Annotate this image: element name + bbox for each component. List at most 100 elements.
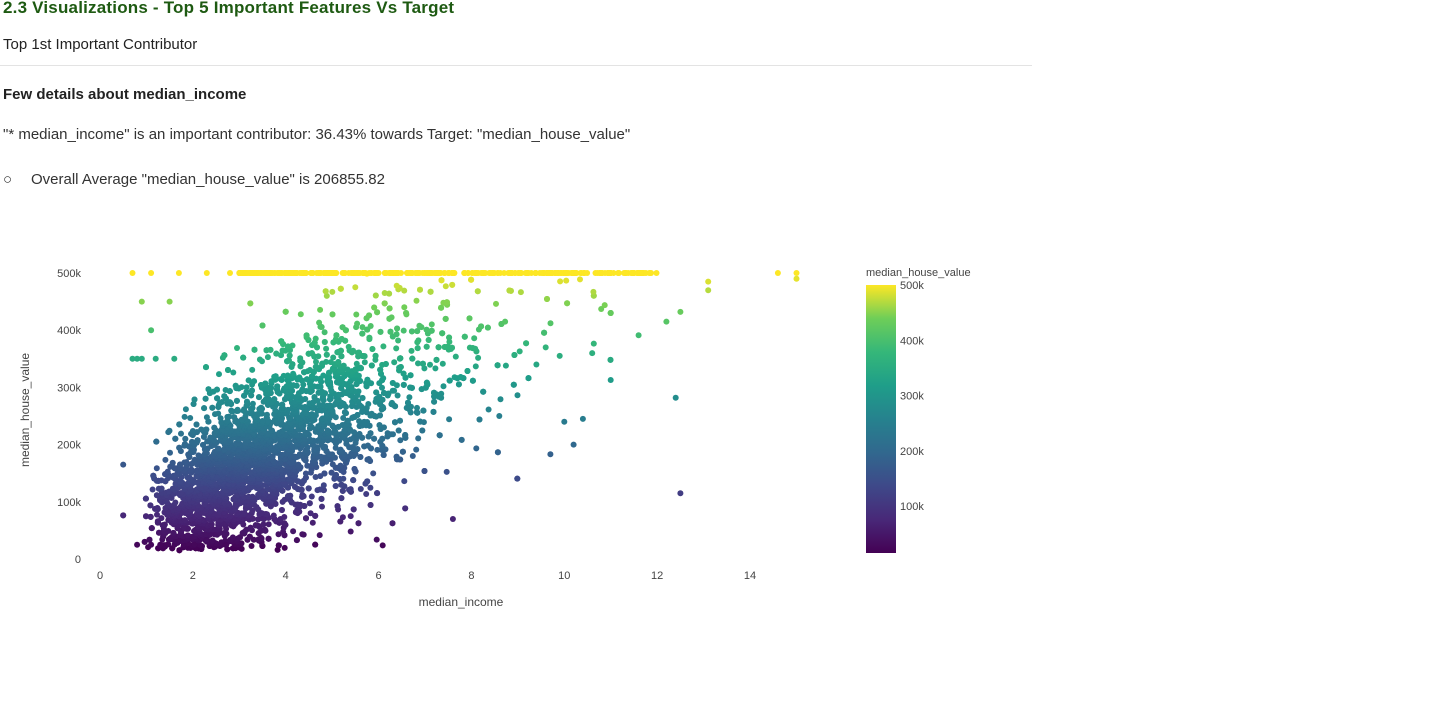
data-point xyxy=(308,350,315,357)
data-point xyxy=(169,485,176,492)
data-point xyxy=(364,442,371,449)
data-point xyxy=(259,515,266,522)
data-point xyxy=(203,531,209,538)
data-point xyxy=(289,342,296,349)
data-point xyxy=(370,470,377,477)
data-point xyxy=(181,413,188,420)
data-point xyxy=(146,536,153,543)
data-point xyxy=(381,390,387,396)
subheading: Top 1st Important Contributor xyxy=(3,36,198,53)
data-point xyxy=(153,438,160,445)
data-point xyxy=(446,377,453,384)
data-point xyxy=(357,486,364,492)
data-point xyxy=(327,359,334,366)
data-point xyxy=(248,392,255,399)
data-point xyxy=(313,358,319,365)
data-point xyxy=(243,389,250,395)
data-point xyxy=(374,490,381,497)
data-point xyxy=(335,359,342,365)
data-point xyxy=(476,416,483,423)
data-point xyxy=(348,450,355,457)
data-point xyxy=(203,536,210,543)
data-point xyxy=(344,417,351,424)
data-point xyxy=(296,451,303,458)
data-point xyxy=(306,500,313,507)
data-point xyxy=(380,343,387,350)
data-point xyxy=(249,400,256,407)
data-point xyxy=(147,513,154,520)
data-point xyxy=(190,401,197,407)
data-point xyxy=(303,332,310,339)
data-point xyxy=(444,343,451,350)
data-point xyxy=(415,337,422,344)
data-point xyxy=(255,516,262,523)
data-point xyxy=(240,354,247,361)
data-point xyxy=(402,432,409,438)
data-point xyxy=(323,358,330,365)
data-point xyxy=(409,453,416,459)
data-point xyxy=(172,480,179,487)
data-point xyxy=(347,486,354,493)
data-point xyxy=(431,389,437,396)
average-text: Overall Average "median_house_value" is … xyxy=(31,171,385,188)
data-point xyxy=(247,524,254,531)
data-point xyxy=(421,468,428,474)
data-point xyxy=(523,340,530,347)
data-point xyxy=(446,338,453,345)
data-point xyxy=(473,445,480,452)
data-point xyxy=(290,370,297,377)
data-point xyxy=(248,543,255,549)
data-point xyxy=(510,381,517,388)
data-point xyxy=(157,541,164,548)
data-point xyxy=(409,355,416,362)
data-point xyxy=(379,542,386,549)
data-point xyxy=(194,437,201,444)
data-point xyxy=(262,380,269,387)
data-point xyxy=(420,407,427,414)
data-point xyxy=(297,355,304,362)
data-point xyxy=(302,396,309,402)
data-point xyxy=(252,522,259,529)
data-point xyxy=(350,506,357,513)
data-point xyxy=(364,478,371,485)
data-point xyxy=(511,352,518,358)
data-point xyxy=(356,431,363,437)
data-point xyxy=(400,370,407,377)
data-point xyxy=(321,339,328,345)
data-point xyxy=(258,534,264,541)
data-point xyxy=(369,346,376,352)
data-point xyxy=(379,384,385,391)
data-point xyxy=(469,377,476,384)
data-point xyxy=(225,367,231,373)
bullet-icon: ○ xyxy=(3,171,13,188)
data-point xyxy=(158,477,165,484)
data-point xyxy=(471,335,478,342)
data-point xyxy=(143,513,149,520)
data-point xyxy=(451,374,458,381)
data-point xyxy=(191,456,198,463)
data-point xyxy=(430,408,437,415)
data-point xyxy=(273,400,280,407)
data-point xyxy=(514,392,521,399)
data-point xyxy=(158,515,165,522)
data-point xyxy=(278,507,285,513)
data-point xyxy=(226,399,233,406)
data-point xyxy=(249,515,256,522)
data-point xyxy=(339,514,346,521)
data-point xyxy=(209,537,216,544)
data-point xyxy=(475,354,482,361)
data-point xyxy=(264,411,270,418)
data-point xyxy=(290,528,297,535)
data-point xyxy=(407,372,414,379)
data-point xyxy=(607,356,614,363)
data-point xyxy=(312,541,319,548)
data-point xyxy=(393,345,400,352)
data-point xyxy=(427,361,433,368)
data-point xyxy=(321,470,328,477)
data-point xyxy=(425,337,432,343)
data-point xyxy=(178,430,184,437)
data-point xyxy=(371,435,378,442)
data-point xyxy=(216,371,222,378)
data-point xyxy=(275,531,282,538)
